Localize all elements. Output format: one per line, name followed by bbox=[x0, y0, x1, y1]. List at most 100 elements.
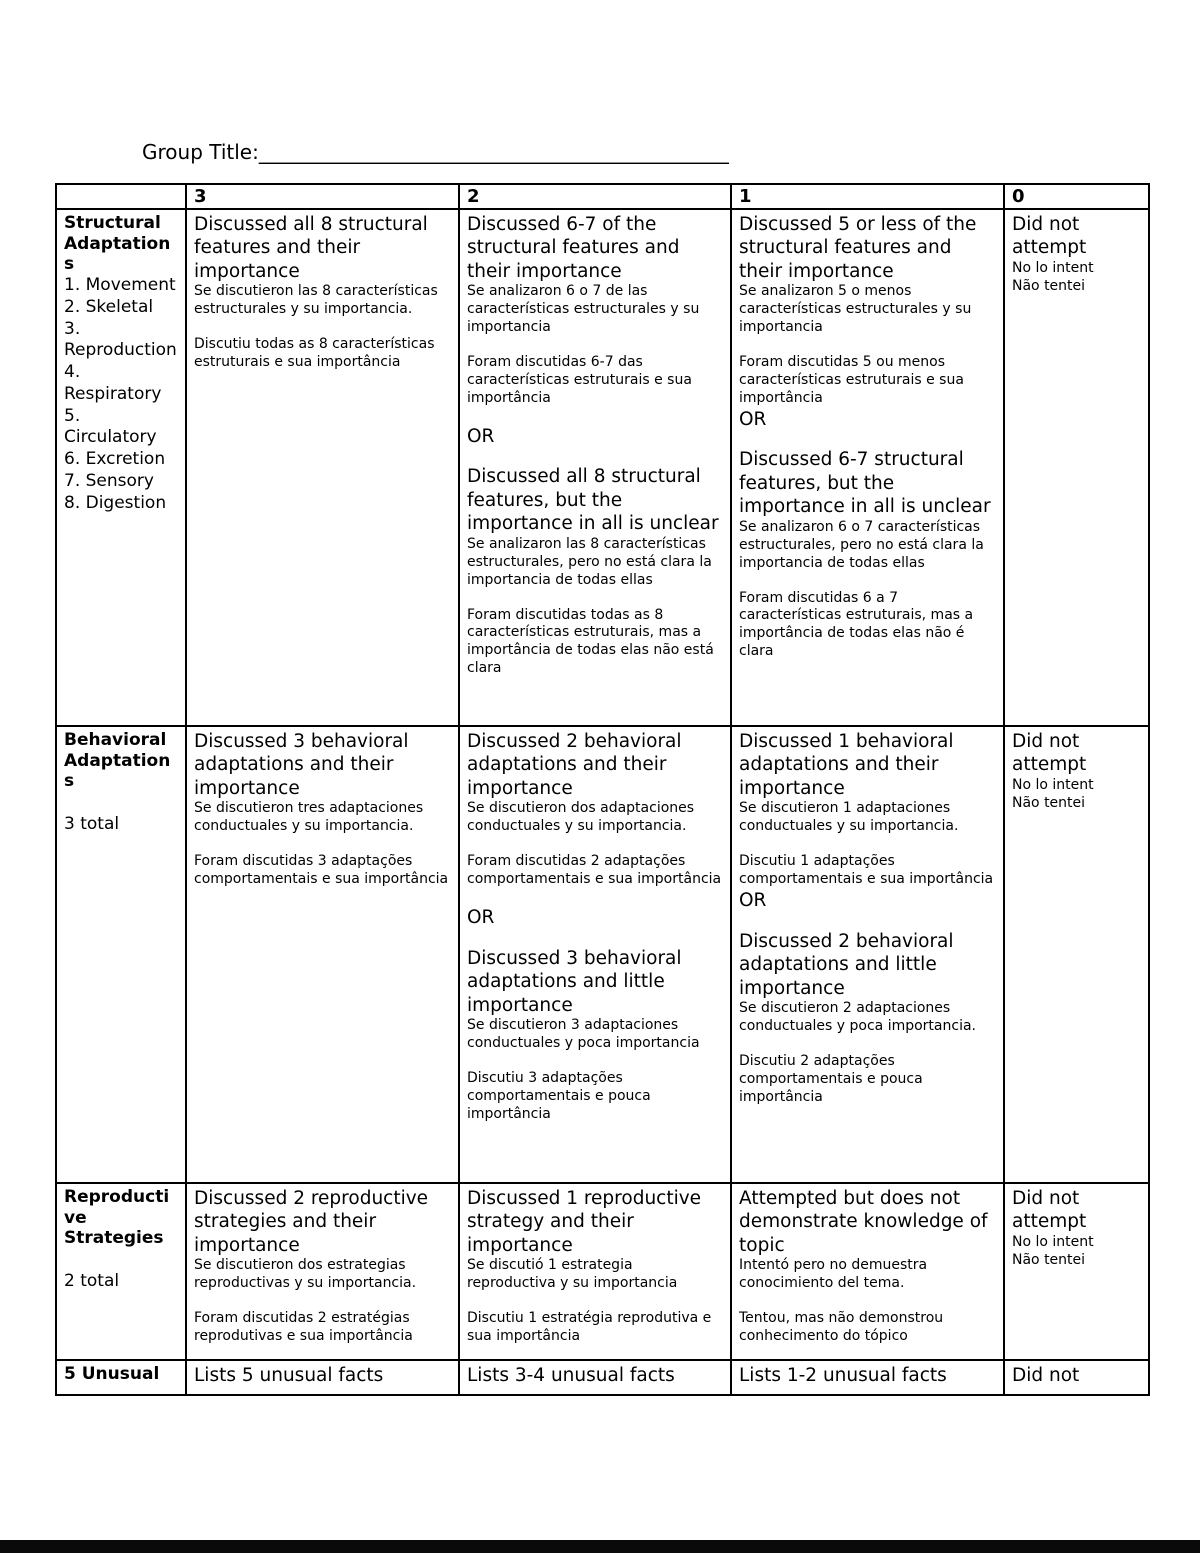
cell-paragraph: Foram discutidas 6-7 das características… bbox=[467, 354, 692, 406]
cell-paragraph: Intentó pero no demuestra conocimiento d… bbox=[739, 1257, 928, 1292]
bottom-black-bar bbox=[0, 1540, 1200, 1553]
cell-paragraph: Se discutieron las 8 características est… bbox=[194, 283, 438, 318]
cell-paragraph: Se analizaron 6 o 7 características estr… bbox=[739, 518, 984, 571]
criterion-detail-line bbox=[64, 792, 178, 814]
score-1-cell: Lists 1-2 unusual facts bbox=[730, 1359, 1005, 1396]
cell-paragraph: Foram discutidas 3 adaptações comportame… bbox=[194, 853, 449, 888]
cell-paragraph: Não tentei bbox=[1012, 794, 1086, 811]
cell-paragraph: Did not bbox=[1012, 1365, 1080, 1386]
score-0-cell: Did not attempt No lo intent Não tentei bbox=[1003, 725, 1150, 1184]
paragraph-gap bbox=[467, 408, 723, 425]
cell-paragraph: Foram discutidas 2 adaptações comportame… bbox=[467, 853, 722, 888]
criterion-detail-list: 3 total bbox=[64, 792, 178, 836]
score-1-cell: Discussed 1 behavioral adaptations and t… bbox=[730, 725, 1005, 1184]
header-cell-criteria bbox=[55, 183, 187, 210]
cell-paragraph: Discussed 6-7 of the structural features… bbox=[467, 214, 680, 282]
score-1-cell: Attempted but does not demonstrate knowl… bbox=[730, 1182, 1005, 1361]
cell-paragraph: Foram discutidas 5 ou menos característi… bbox=[739, 354, 964, 406]
paragraph-gap bbox=[739, 1036, 996, 1053]
cell-paragraph: Discutiu 2 adaptações comportamentais e … bbox=[739, 1052, 923, 1105]
cell-paragraph: Discussed 6-7 structural features, but t… bbox=[739, 449, 991, 518]
criterion-title: Structural Adaptations bbox=[64, 213, 171, 275]
table-header-row: 3 2 1 0 bbox=[55, 183, 1150, 210]
criterion-detail-list: 1. Movement 2. Skeletal 3. Reproduction 4. … bbox=[64, 275, 178, 514]
criterion-cell: 5 Unusual bbox=[55, 1359, 187, 1396]
criterion-detail-line: 1. Movement bbox=[64, 275, 176, 296]
cell-paragraph: Lists 3-4 unusual facts bbox=[467, 1365, 675, 1386]
cell-paragraph: Se analizaron 6 o 7 de las característic… bbox=[467, 283, 700, 336]
table-row-behavioral-adaptations: Behavioral Adaptations 3 total Discussed… bbox=[55, 725, 1150, 1184]
group-title: Group Title:____________________________… bbox=[142, 140, 729, 164]
cell-paragraph: No lo intent bbox=[1012, 259, 1094, 276]
cell-paragraph: Não tentei bbox=[1012, 1251, 1086, 1268]
cell-paragraph: Não tentei bbox=[1012, 277, 1086, 294]
paragraph-gap bbox=[194, 836, 451, 853]
criterion-detail-line: 3 total bbox=[64, 813, 120, 834]
paragraph-gap bbox=[739, 573, 996, 590]
criterion-detail-line: 7. Sensory bbox=[64, 470, 154, 491]
cell-paragraph: Foram discutidas 2 estratégias reproduti… bbox=[194, 1310, 413, 1345]
criterion-cell: Structural Adaptations 1. Movement 2. Ske… bbox=[55, 208, 187, 727]
cell-paragraph: No lo intent bbox=[1012, 1233, 1094, 1250]
header-cell-score-3: 3 bbox=[185, 183, 460, 210]
cell-paragraph: Tentou, mas não demonstrou conhecimento … bbox=[739, 1310, 944, 1345]
header-cell-score-1: 1 bbox=[730, 183, 1005, 210]
score-3-cell: Lists 5 unusual facts bbox=[185, 1359, 460, 1396]
cell-paragraph: Did not attempt bbox=[1012, 731, 1087, 776]
paragraph-gap bbox=[467, 337, 723, 354]
cell-paragraph: OR bbox=[467, 425, 495, 447]
cell-paragraph: Se discutieron tres adaptaciones conduct… bbox=[194, 800, 424, 835]
cell-paragraph: Discussed 2 behavioral adaptations and l… bbox=[739, 930, 954, 999]
cell-paragraph: Se discutieron dos estrategias reproduct… bbox=[194, 1257, 417, 1292]
criterion-detail-line: 5. Circulatory bbox=[64, 405, 157, 448]
cell-paragraph: Discussed 2 behavioral adaptations and t… bbox=[467, 731, 682, 799]
cell-paragraph: Discussed 3 behavioral adaptations and t… bbox=[194, 731, 409, 799]
paragraph-gap bbox=[739, 431, 996, 448]
table-row-unusual-facts: 5 Unusual Lists 5 unusual facts Lists 3-… bbox=[55, 1359, 1150, 1396]
cell-paragraph: OR bbox=[739, 890, 767, 912]
header-cell-score-0: 0 bbox=[1003, 183, 1150, 210]
criterion-detail-list: 2 total bbox=[64, 1249, 178, 1293]
criterion-detail-line: 2 total bbox=[64, 1270, 120, 1291]
cell-paragraph: No lo intent bbox=[1012, 776, 1094, 793]
paragraph-gap bbox=[739, 1293, 996, 1310]
cell-paragraph: Discussed all 8 structural features and … bbox=[194, 214, 428, 282]
cell-paragraph: Se analizaron 5 o menos características … bbox=[739, 283, 972, 336]
paragraph-gap bbox=[739, 337, 996, 354]
cell-paragraph: Se discutió 1 estrategia reproductiva y … bbox=[467, 1257, 678, 1292]
score-2-cell: Discussed 2 behavioral adaptations and t… bbox=[458, 725, 732, 1184]
cell-paragraph: Discutiu 1 adaptações comportamentais e … bbox=[739, 853, 994, 888]
group-title-blank-line: ________________________________________… bbox=[258, 140, 729, 164]
criterion-detail-line: 3. Reproduction bbox=[64, 318, 177, 361]
cell-paragraph: Attempted but does not demonstrate knowl… bbox=[739, 1188, 988, 1256]
cell-paragraph: Se discutieron 2 adaptaciones conductual… bbox=[739, 1000, 976, 1034]
criterion-detail-line: 8. Digestion bbox=[64, 492, 167, 513]
cell-paragraph: Se discutieron dos adaptaciones conductu… bbox=[467, 800, 695, 835]
cell-paragraph: Did not attempt bbox=[1012, 214, 1087, 259]
score-0-cell: Did not attempt No lo intent Não tentei bbox=[1003, 208, 1150, 727]
header-cell-score-2: 2 bbox=[458, 183, 732, 210]
criterion-title: Reproductive Strategies bbox=[64, 1187, 170, 1249]
cell-paragraph: Lists 5 unusual facts bbox=[194, 1365, 384, 1386]
paragraph-gap bbox=[739, 913, 996, 930]
rubric-table: 3 2 1 0 Structural Adaptations 1. Moveme… bbox=[55, 183, 1150, 1396]
cell-paragraph: Discutiu 1 estratégia reprodutiva e sua … bbox=[467, 1310, 712, 1345]
score-3-cell: Discussed 3 behavioral adaptations and t… bbox=[185, 725, 460, 1184]
cell-paragraph: Discussed 3 behavioral adaptations and l… bbox=[467, 947, 682, 1016]
cell-paragraph: Discutiu 3 adaptações comportamentais e … bbox=[467, 1069, 651, 1122]
score-2-cell: Discussed 6-7 of the structural features… bbox=[458, 208, 732, 727]
cell-paragraph: OR bbox=[739, 408, 767, 430]
cell-paragraph: Discussed 1 reproductive strategy and th… bbox=[467, 1188, 702, 1256]
paragraph-gap bbox=[467, 836, 723, 853]
cell-paragraph: Discussed 5 or less of the structural fe… bbox=[739, 214, 977, 282]
paragraph-gap bbox=[467, 889, 723, 906]
paragraph-gap bbox=[467, 930, 723, 947]
score-0-cell: Did not bbox=[1003, 1359, 1150, 1396]
score-1-cell: Discussed 5 or less of the structural fe… bbox=[730, 208, 1005, 727]
criterion-title: 5 Unusual bbox=[64, 1364, 160, 1384]
cell-paragraph: Discutiu todas as 8 características estr… bbox=[194, 336, 435, 371]
cell-paragraph: OR bbox=[467, 907, 495, 929]
criterion-cell: Behavioral Adaptations 3 total bbox=[55, 725, 187, 1184]
cell-paragraph: Discussed 1 behavioral adaptations and t… bbox=[739, 731, 954, 799]
